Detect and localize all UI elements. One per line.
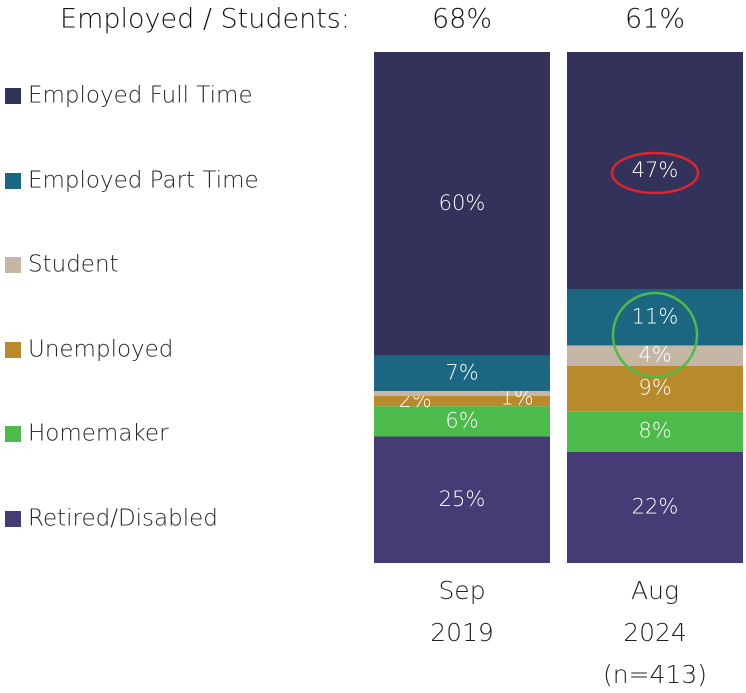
bar-segment (374, 396, 550, 407)
legend-swatch (5, 426, 21, 442)
bar-segment (567, 365, 743, 412)
totals-label: Employed / Students: (60, 4, 350, 35)
value-label: 6% (445, 408, 478, 432)
highlight-circle (611, 291, 699, 379)
bar-segment (567, 345, 743, 366)
total-label: 61% (625, 4, 685, 35)
x-tick-label: (n=413) (603, 660, 707, 689)
legend-label: Retired/Disabled (28, 506, 218, 532)
value-label: 47% (632, 158, 679, 182)
bar-segment (374, 355, 550, 391)
legend-label: Student (28, 252, 119, 278)
value-label: 11% (632, 305, 679, 329)
bar-segment (374, 406, 550, 437)
legend-label: Unemployed (28, 337, 173, 363)
bar-segment (567, 411, 743, 452)
value-label: 4% (638, 343, 671, 367)
x-tick-label: Aug (631, 576, 679, 605)
legend-swatch (5, 342, 21, 358)
bar-segment (567, 451, 743, 563)
value-label: 8% (638, 418, 671, 442)
bar-segment (374, 436, 550, 563)
total-label: 68% (432, 4, 492, 35)
legend-swatch (5, 173, 21, 189)
bar-segment (567, 289, 743, 346)
x-tick-label: 2019 (430, 618, 494, 647)
bar-segment (374, 390, 550, 397)
bar-segment (374, 52, 550, 356)
value-label: 60% (439, 191, 486, 215)
legend-swatch (5, 511, 21, 527)
legend-swatch (5, 257, 21, 273)
legend-label: Employed Full Time (28, 83, 253, 109)
value-label: 22% (632, 494, 679, 518)
highlight-circle (610, 151, 700, 195)
x-tick-label: Sep (438, 576, 485, 605)
value-label: 7% (445, 360, 478, 384)
legend-swatch (5, 88, 21, 104)
plot: Employed Full Time Employed Part Time Stud… (5, 4, 743, 689)
x-tick-label: 2024 (623, 618, 687, 647)
value-label: 25% (439, 487, 486, 511)
legend-label: Homemaker (28, 421, 169, 447)
bar-segment (567, 52, 743, 290)
legend-label: Employed Part Time (28, 168, 259, 194)
value-label: 9% (638, 375, 671, 399)
